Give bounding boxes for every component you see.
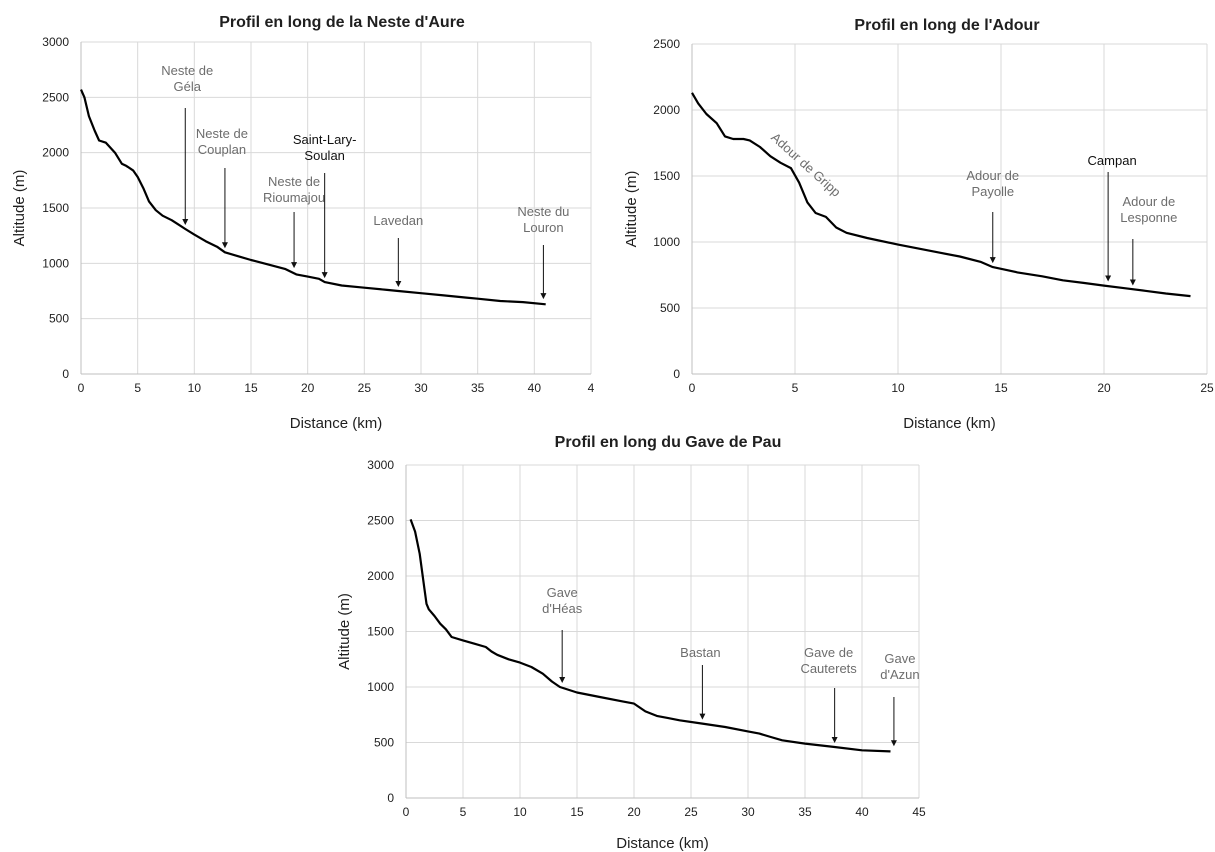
annotation-arrowhead	[182, 219, 189, 226]
y-tick-label: 1000	[653, 235, 680, 249]
y-tick-label: 2000	[367, 569, 394, 583]
x-tick-label: 35	[471, 381, 485, 395]
annotation-arrowhead	[831, 736, 838, 743]
annotation-label: Gave de Cauterets	[800, 645, 857, 676]
annotation-arrowhead	[699, 713, 706, 720]
profile-line	[691, 92, 1191, 298]
x-tick-label: 45	[912, 805, 926, 819]
x-tick-label: 25	[684, 805, 698, 819]
annotation-label: Campan	[1088, 153, 1137, 168]
annotation-arrowhead	[291, 262, 298, 269]
annotation-arrowhead	[321, 272, 328, 279]
x-tick-label: 10	[188, 381, 202, 395]
x-tick-label: 25	[1200, 381, 1214, 395]
x-tick-label: 40	[855, 805, 869, 819]
annotation-label: Bastan	[680, 645, 720, 660]
x-tick-label: 0	[689, 381, 696, 395]
chart-1: Profil en long de la Neste d'Aure 0 5 10 15 2…	[11, 14, 595, 432]
y-tick-label: 0	[387, 791, 394, 805]
annotation-arrowhead	[395, 281, 402, 287]
y-axis-label: Altitude (m)	[336, 593, 353, 670]
y-tick-label: 2500	[653, 37, 680, 51]
annotation-label: Adour de Payolle	[966, 168, 1019, 199]
x-axis-label: Distance (km)	[290, 415, 383, 432]
annotation-label: Neste du Louron	[517, 204, 569, 235]
profile-line	[409, 519, 891, 753]
y-tick-label: 1500	[42, 201, 69, 215]
x-tick-label: 4	[588, 381, 595, 395]
y-tick-label: 1000	[367, 680, 394, 694]
y-tick-label: 500	[49, 312, 69, 326]
y-tick-label: 2000	[42, 146, 69, 160]
x-tick-label: 15	[570, 805, 584, 819]
annotation-label: Adour de Lesponne	[1120, 194, 1177, 225]
y-tick-label: 2500	[42, 90, 69, 104]
y-tick-label: 0	[673, 367, 680, 381]
x-tick-label: 0	[403, 805, 410, 819]
x-tick-label: 5	[792, 381, 799, 395]
y-tick-label: 500	[374, 736, 394, 750]
x-tick-label: 40	[528, 381, 542, 395]
annotation-label: Neste de Rioumajou	[263, 174, 325, 205]
y-tick-label: 1500	[367, 625, 394, 639]
y-tick-label: 2500	[367, 514, 394, 528]
y-tick-label: 500	[660, 301, 680, 315]
x-tick-label: 30	[414, 381, 428, 395]
x-tick-label: 20	[1097, 381, 1111, 395]
x-tick-label: 5	[460, 805, 467, 819]
x-tick-label: 20	[627, 805, 641, 819]
annotation-arrowhead	[1105, 275, 1112, 282]
x-tick-label: 15	[244, 381, 258, 395]
annotation-arrowhead	[540, 293, 547, 300]
y-axis-label: Altitude (m)	[11, 170, 28, 247]
chart-title: Profil en long de l'Adour	[854, 17, 1039, 34]
x-tick-label: 25	[358, 381, 372, 395]
x-tick-label: 15	[994, 381, 1008, 395]
chart-title: Profil en long de la Neste d'Aure	[219, 14, 465, 31]
x-tick-label: 20	[301, 381, 315, 395]
chart-title: Profil en long du Gave de Pau	[555, 434, 782, 451]
y-tick-label: 1500	[653, 169, 680, 183]
y-tick-label: 3000	[367, 458, 394, 472]
y-tick-label: 3000	[42, 35, 69, 49]
x-tick-label: 35	[798, 805, 812, 819]
y-tick-label: 2000	[653, 103, 680, 117]
y-tick-label: 0	[62, 367, 69, 381]
x-axis-label: Distance (km)	[903, 415, 996, 432]
annotation-label: Adour de Gripp	[768, 130, 844, 200]
annotation-arrowhead	[559, 677, 566, 683]
chart-3: Profil en long du Gave de Pau 0 5 10 15 20 25 3…	[336, 434, 926, 852]
x-tick-label: 10	[891, 381, 905, 395]
annotation-label: Neste de Couplan	[196, 126, 248, 157]
annotation-arrowhead	[890, 740, 897, 747]
x-axis-label: Distance (km)	[616, 835, 709, 852]
x-tick-label: 5	[134, 381, 141, 395]
annotation-label: Saint-Lary-Soulan	[293, 132, 357, 163]
annotation-label: Gave d'Azun	[880, 651, 919, 682]
annotation-label: Gave d'Héas	[542, 585, 583, 616]
chart-2: Profil en long de l'Adour 0 5 10 15 20 25 0 500 1…	[623, 17, 1214, 432]
x-tick-label: 10	[513, 805, 527, 819]
y-axis-label: Altitude (m)	[623, 171, 640, 248]
annotation-arrowhead	[989, 257, 996, 264]
profile-line	[79, 89, 546, 306]
annotation-label: Lavedan	[373, 213, 423, 228]
annotation-label: Neste de Géla	[161, 63, 213, 94]
y-tick-label: 1000	[42, 256, 69, 270]
x-tick-label: 0	[78, 381, 85, 395]
annotation-arrowhead	[1129, 279, 1136, 286]
x-tick-label: 30	[741, 805, 755, 819]
annotation-arrowhead	[221, 242, 228, 249]
